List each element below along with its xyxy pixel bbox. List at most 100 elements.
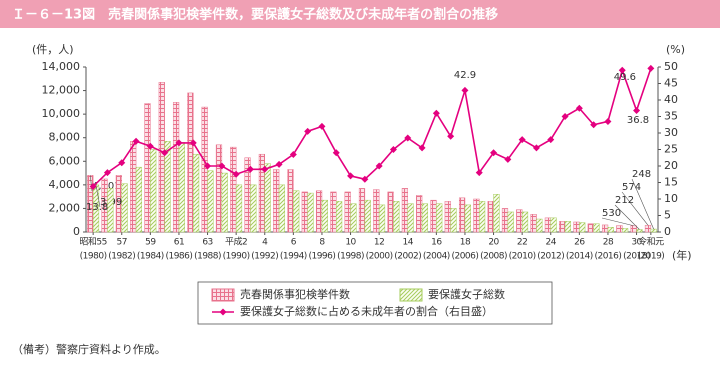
x-tick-year: (1988) bbox=[194, 252, 221, 262]
value-label: 248 bbox=[632, 169, 651, 180]
bar bbox=[278, 184, 286, 233]
marker bbox=[647, 64, 655, 72]
x-tick-year: (2019) bbox=[637, 252, 664, 262]
bar bbox=[544, 217, 552, 233]
marker bbox=[246, 165, 254, 173]
y2-tick-label: 0 bbox=[664, 225, 671, 238]
marker bbox=[232, 170, 240, 178]
bar bbox=[630, 225, 637, 233]
y-tick-label: 10,000 bbox=[42, 107, 81, 120]
y2-tick-label: 25 bbox=[664, 143, 678, 156]
bar bbox=[221, 172, 228, 233]
bar bbox=[164, 141, 171, 233]
legend-label: 要保護女子総数に占める未成年者の割合（右目盛） bbox=[240, 304, 493, 318]
marker bbox=[633, 107, 641, 115]
y-axis-label: (件，人) bbox=[32, 43, 74, 56]
x-tick-year: (1984) bbox=[137, 252, 164, 262]
x-tick-year: (2000) bbox=[366, 252, 393, 262]
x-tick-year: (2016) bbox=[594, 252, 621, 262]
x-tick-label: 昭和55 bbox=[79, 237, 106, 248]
x-tick-label: 8 bbox=[319, 238, 325, 248]
value-label: 3,997 bbox=[100, 197, 129, 208]
bar bbox=[521, 211, 529, 233]
x-tick-label: 14 bbox=[403, 238, 414, 248]
y-tick-label: 8,000 bbox=[49, 131, 81, 144]
marker bbox=[275, 160, 283, 168]
value-label: 49.6 bbox=[614, 72, 636, 83]
x-tick-year: (2004) bbox=[423, 252, 450, 262]
legend-marker bbox=[219, 308, 227, 316]
line bbox=[92, 67, 652, 188]
bar bbox=[158, 82, 165, 233]
label-leader bbox=[621, 191, 649, 226]
value-label: 13.8 bbox=[86, 202, 108, 213]
x-tick-year: (1998) bbox=[337, 252, 364, 262]
bar bbox=[201, 106, 208, 233]
marker bbox=[347, 172, 355, 180]
x-tick-year: (1980) bbox=[80, 252, 107, 262]
bar bbox=[301, 191, 308, 233]
bar bbox=[150, 149, 157, 233]
marker bbox=[318, 122, 326, 130]
marker bbox=[475, 169, 483, 177]
bar bbox=[501, 208, 509, 233]
marker bbox=[447, 132, 455, 140]
marker bbox=[103, 169, 111, 177]
x-tick-label: 24 bbox=[546, 238, 557, 248]
bar bbox=[421, 203, 429, 233]
bar bbox=[479, 201, 486, 233]
bar bbox=[487, 201, 494, 233]
label-leader bbox=[95, 184, 101, 208]
bar bbox=[187, 92, 194, 233]
legend-label: 要保護女子総数 bbox=[428, 287, 505, 301]
x-tick-label: 30 bbox=[631, 238, 642, 248]
x-tick-label: 16 bbox=[431, 238, 442, 248]
bar bbox=[650, 228, 657, 233]
bar bbox=[450, 208, 457, 233]
bar bbox=[330, 191, 337, 233]
bar bbox=[378, 204, 386, 233]
marker bbox=[590, 121, 598, 129]
bar bbox=[350, 203, 357, 233]
marker bbox=[490, 149, 498, 157]
marker bbox=[432, 109, 440, 117]
x-tick-label: 令和元 bbox=[638, 236, 664, 248]
x-tick-year: (2018) bbox=[623, 252, 650, 262]
marker bbox=[132, 137, 140, 145]
marker bbox=[389, 146, 397, 153]
bar bbox=[321, 199, 328, 233]
marker bbox=[332, 149, 340, 157]
marker bbox=[146, 142, 154, 150]
x-tick-label: 平成2 bbox=[225, 236, 247, 248]
bar bbox=[287, 169, 294, 233]
bar bbox=[573, 221, 580, 233]
bar bbox=[436, 203, 443, 233]
value-label: 530 bbox=[602, 208, 621, 219]
bar bbox=[493, 194, 500, 233]
y2-tick-label: 40 bbox=[664, 93, 678, 106]
marker bbox=[261, 165, 269, 173]
bar bbox=[622, 228, 629, 233]
marker bbox=[418, 144, 426, 152]
marker bbox=[604, 117, 612, 125]
marker bbox=[575, 104, 583, 112]
marker bbox=[161, 149, 169, 157]
marker bbox=[375, 162, 383, 170]
value-label: 36.8 bbox=[627, 115, 649, 126]
x-tick-label: 12 bbox=[374, 238, 384, 248]
x-tick-label: 59 bbox=[145, 238, 156, 248]
bar bbox=[401, 188, 408, 233]
marker bbox=[618, 66, 626, 74]
marker bbox=[289, 150, 297, 158]
bar bbox=[607, 227, 614, 233]
y2-tick-label: 20 bbox=[664, 159, 678, 172]
x-tick-year: (1992) bbox=[251, 252, 278, 262]
x-tick-label: 20 bbox=[488, 238, 499, 248]
bar bbox=[464, 204, 471, 233]
bar bbox=[207, 170, 214, 233]
x-tick-year: (2006) bbox=[451, 252, 478, 262]
bar bbox=[250, 184, 257, 233]
bar bbox=[215, 144, 223, 233]
bar bbox=[579, 222, 586, 233]
note: （備考）警察庁資料より作成。 bbox=[12, 342, 166, 356]
